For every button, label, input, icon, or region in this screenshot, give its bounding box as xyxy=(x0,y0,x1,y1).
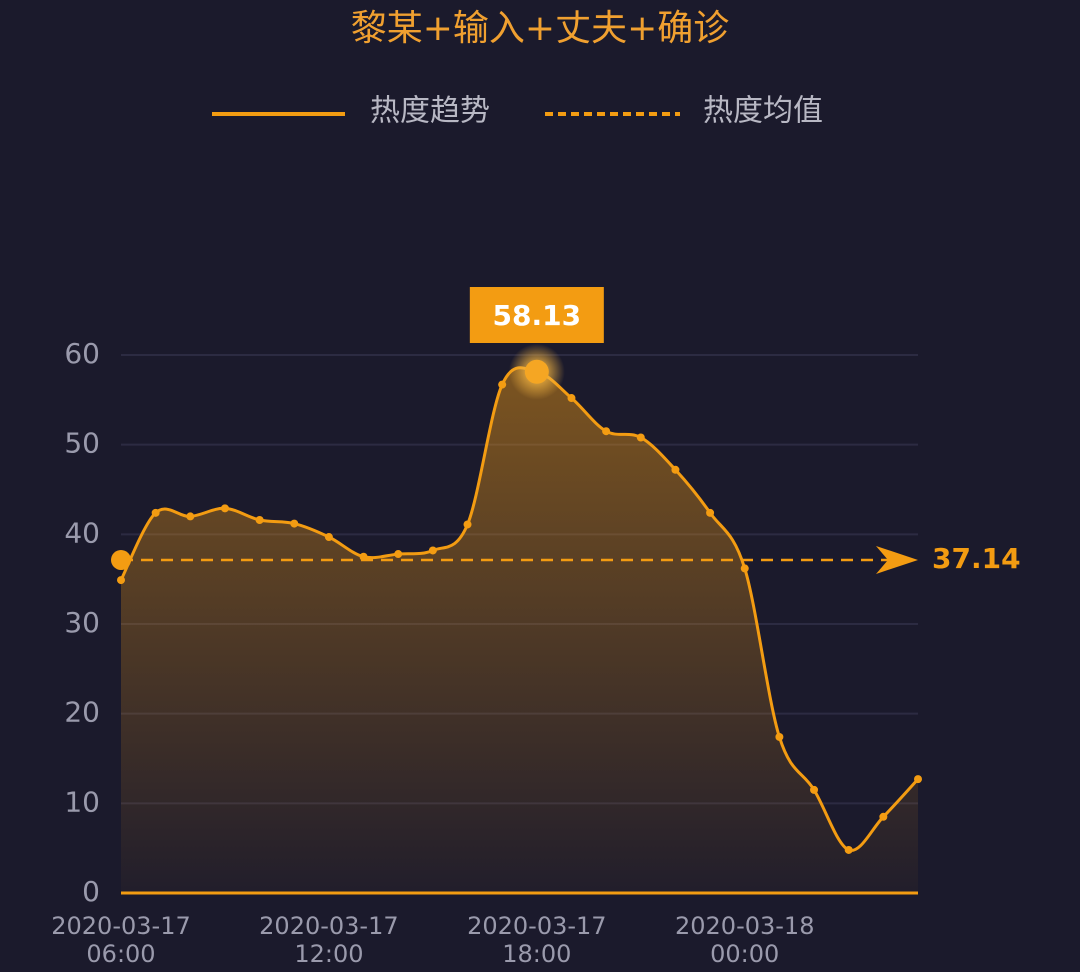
point xyxy=(498,380,507,389)
x-tick-label: 2020-03-17 12:00 xyxy=(259,912,398,968)
y-tick-label: 20 xyxy=(64,696,100,729)
point xyxy=(914,775,922,784)
point xyxy=(740,564,749,573)
point xyxy=(394,550,403,559)
point xyxy=(706,508,715,517)
y-tick-label: 10 xyxy=(64,785,100,818)
point xyxy=(186,512,195,521)
y-tick-label: 0 xyxy=(82,875,100,908)
point xyxy=(117,576,125,585)
x-tick-label: 2020-03-18 00:00 xyxy=(675,912,814,968)
point xyxy=(463,520,472,529)
point xyxy=(255,515,264,524)
average-dot xyxy=(111,549,131,570)
point xyxy=(671,465,680,474)
x-tick-label: 2020-03-17 06:00 xyxy=(51,912,190,968)
point xyxy=(290,519,299,528)
average-arrow xyxy=(876,545,918,574)
point xyxy=(844,845,853,854)
average-label: 37.14 xyxy=(932,542,1021,575)
legend-label: 热度趋势 xyxy=(370,94,490,129)
y-tick-label: 30 xyxy=(64,606,100,639)
y-tick-label: 50 xyxy=(64,427,100,460)
max-point xyxy=(524,359,549,384)
point xyxy=(428,546,437,555)
chart-title: 黎某+输入+丈夫+确诊 xyxy=(351,8,730,49)
point xyxy=(567,394,576,403)
point xyxy=(810,785,819,794)
area xyxy=(121,367,918,893)
max-label-box xyxy=(469,287,604,343)
point xyxy=(220,504,229,513)
point xyxy=(324,533,333,542)
y-tick-label: 40 xyxy=(64,516,100,549)
point xyxy=(879,812,888,821)
max-label: 58.13 xyxy=(493,299,582,332)
x-tick-label: 2020-03-17 18:00 xyxy=(467,912,606,968)
point xyxy=(636,433,645,442)
legend-label: 热度均值 xyxy=(703,94,823,129)
point xyxy=(775,732,784,741)
point xyxy=(151,508,160,517)
point xyxy=(602,427,611,436)
y-tick-label: 60 xyxy=(64,337,100,370)
